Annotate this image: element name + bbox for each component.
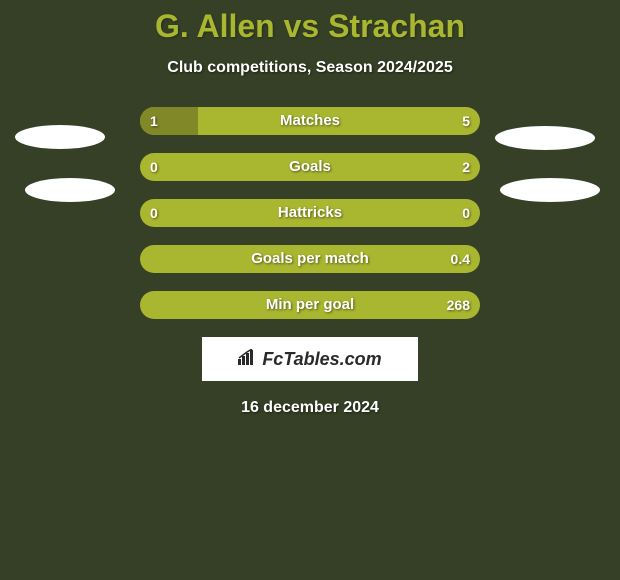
- logo-box: FcTables.com: [202, 337, 418, 381]
- value-right: 0: [462, 199, 470, 227]
- bar-track: Matches1 5: [140, 107, 480, 135]
- value-right: 268: [447, 291, 470, 319]
- page-title: G. Allen vs Strachan: [0, 0, 620, 45]
- logo-text: FcTables.com: [262, 349, 381, 370]
- bar-row: Goals0 2: [0, 153, 620, 181]
- bar-label: Matches: [140, 107, 480, 135]
- value-right: 2: [462, 153, 470, 181]
- value-left: 1: [150, 107, 158, 135]
- bar-label: Min per goal: [140, 291, 480, 319]
- player-ellipse: [25, 178, 115, 202]
- bar-track: Goals0 2: [140, 153, 480, 181]
- bar-row: Min per goal268: [0, 291, 620, 319]
- date-text: 16 december 2024: [0, 399, 620, 417]
- value-right: 0.4: [451, 245, 470, 273]
- player-ellipse: [15, 125, 105, 149]
- bar-label: Goals per match: [140, 245, 480, 273]
- player-ellipse: [500, 178, 600, 202]
- bar-row: Hattricks0 0: [0, 199, 620, 227]
- value-right: 5: [462, 107, 470, 135]
- page-subtitle: Club competitions, Season 2024/2025: [0, 59, 620, 77]
- bar-track: Goals per match0.4: [140, 245, 480, 273]
- bar-label: Hattricks: [140, 199, 480, 227]
- bar-row: Goals per match0.4: [0, 245, 620, 273]
- bar-track: Min per goal268: [140, 291, 480, 319]
- player-ellipse: [495, 126, 595, 150]
- bar-track: Hattricks0 0: [140, 199, 480, 227]
- bar-label: Goals: [140, 153, 480, 181]
- chart-icon: [238, 349, 258, 370]
- value-left: 0: [150, 153, 158, 181]
- value-left: 0: [150, 199, 158, 227]
